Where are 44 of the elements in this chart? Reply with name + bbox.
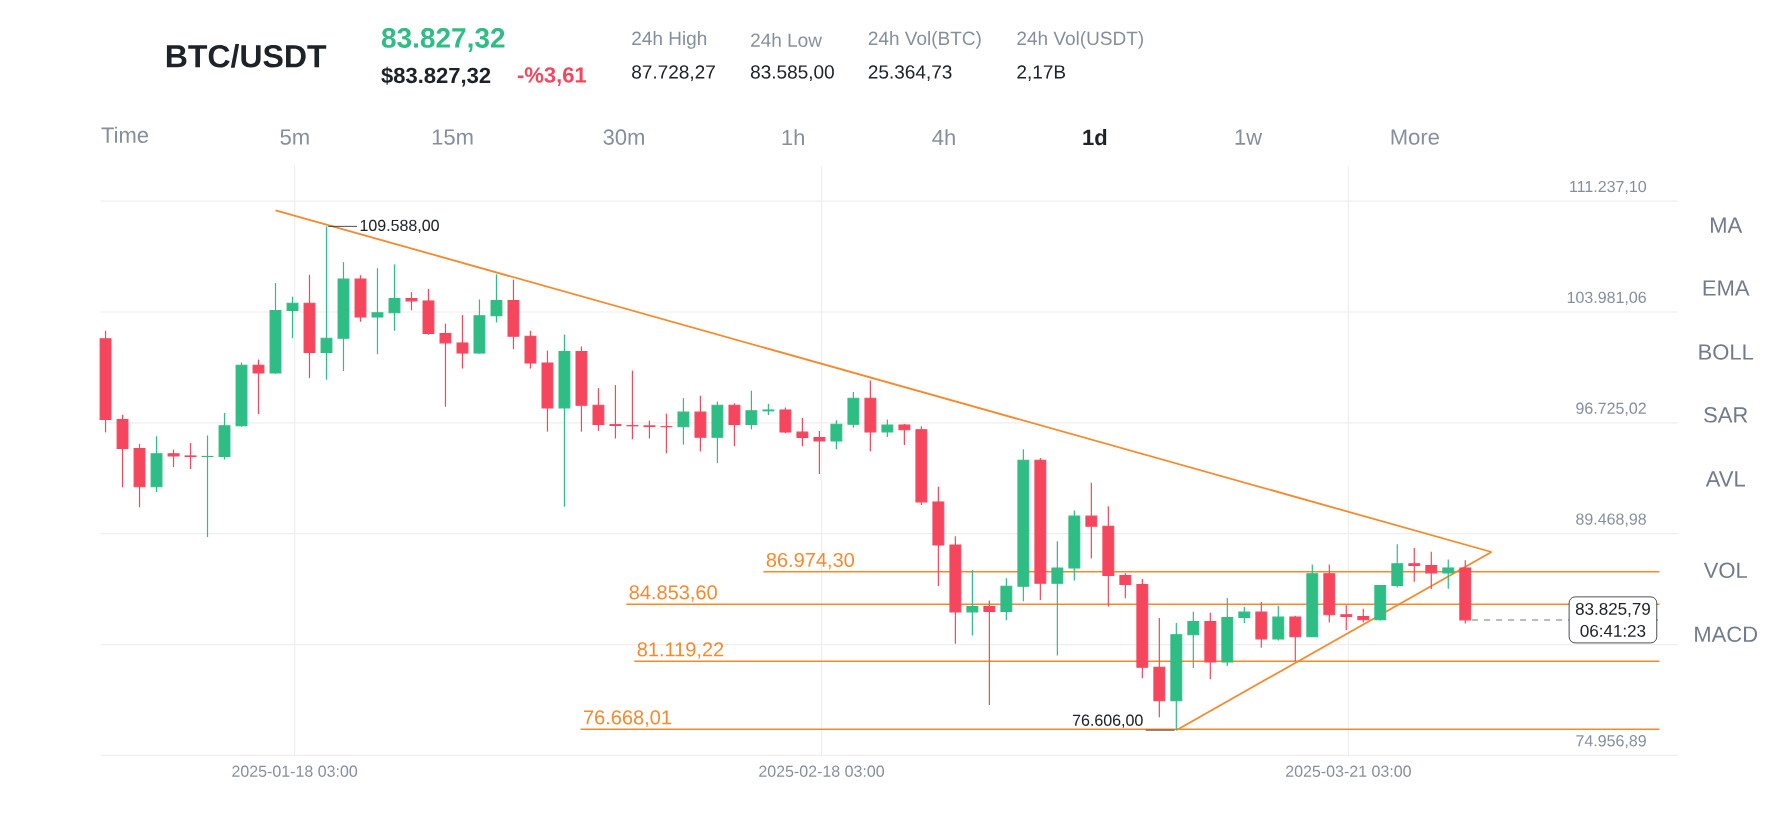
annotation: 109.588,00 [360,219,439,234]
text: 1w [1235,129,1263,145]
text: 83.585,00 [750,65,834,82]
text: Time [101,126,149,144]
x-tick-label: 2025-02-18 03:00 [759,765,885,778]
text: 24h Low [751,33,822,48]
text: 4h [932,129,955,146]
text: 25.364,73 [868,65,952,82]
ref-line-label: 81.119,22 [637,642,724,660]
text: 15m [432,129,473,146]
x-tick-label: 2025-03-21 03:00 [1286,765,1411,778]
annotation: 76.606,00 [1072,714,1143,728]
text: More [1391,129,1439,146]
text: BOLL [1699,344,1754,360]
text: $83.827,32 [381,66,491,87]
text: 24h Vol(BTC) [868,31,981,50]
ref-line-label: 86.974,30 [766,553,855,570]
text: MA [1711,217,1743,233]
text: 24h Vol(USDT) [1017,31,1143,50]
text: MACD [1695,626,1758,643]
text: 87.728,27 [632,65,715,82]
annotation: 06:41:23 [1580,625,1646,638]
y-tick-label: 89.468,98 [1576,513,1646,527]
text: EMA [1703,280,1750,296]
text: 24h High [632,31,707,50]
text: 1h [782,129,804,146]
y-tick-label: 74.956,89 [1576,735,1646,749]
text: 5m [280,129,309,146]
text: -%3,61 [517,67,587,87]
text: SAR [1704,407,1748,423]
ref-line-label: 84.853,60 [629,585,717,603]
ref-line-label: 83.825,79 [1575,603,1650,618]
text: 2,17B [1017,65,1066,82]
ref-line-label: 76.668,01 [584,710,671,728]
y-tick-label: 111.237,10 [1570,181,1647,195]
text: 1d [1083,129,1107,146]
text: VOL [1703,562,1748,579]
text: 83.827,32 [381,28,505,53]
x-tick-label: 2025-01-18 03:00 [232,765,358,778]
text: AVL [1705,471,1745,487]
text: 30m [603,129,644,146]
chart-title: BTC/USDT [166,44,327,69]
y-tick-label: 103.981,06 [1567,291,1646,306]
y-tick-label: 96.725,02 [1576,402,1646,416]
